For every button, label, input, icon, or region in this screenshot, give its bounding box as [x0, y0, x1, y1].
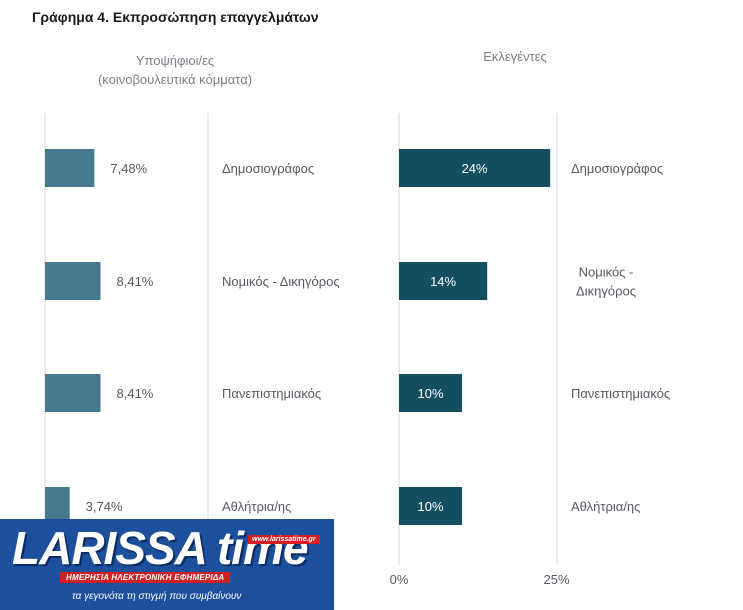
logo-url: www.larissatime.gr — [248, 535, 320, 544]
left-bar — [45, 149, 95, 187]
left-value-label: 7,48% — [110, 161, 147, 176]
logo-strip: ΗΜΕΡΗΣΙΑ ΗΛΕΚΤΡΟΝΙΚΗ ΕΦΗΜΕΡΙΔΑ — [60, 572, 231, 583]
right-value-label: 24% — [462, 161, 488, 176]
left-value-label: 8,41% — [117, 274, 154, 289]
right-category-label: Νομικός -Δικηγόρος — [576, 265, 636, 299]
right-category-label: Αθλήτρια/ης — [571, 499, 640, 514]
chart-title: Γράφημα 4. Εκπροσώπηση επαγγελμάτων — [32, 9, 319, 25]
left-panel-subtitle: Υποψήφιοι/ες (κοινοβουλευτικά κόμματα) — [97, 53, 253, 87]
right-bar — [399, 149, 551, 187]
logo-wordmark: LARISSA time — [12, 522, 309, 574]
left-category-label: Δημοσιογράφος — [222, 161, 314, 176]
right-category-label: Πανεπιστημιακός — [571, 386, 670, 401]
right-bar — [399, 262, 488, 300]
left-bar — [45, 487, 70, 525]
right-tick-label: 25% — [543, 572, 569, 587]
right-panel-subtitle: Εκλεγέντες — [483, 49, 547, 64]
logo-tagline: τα γεγονότα τη στιγμή που συμβαίνουν — [72, 591, 242, 602]
right-value-label: 10% — [417, 386, 443, 401]
larissatime-logo: LARISSA time www.larissatime.gr ΗΜΕΡΗΣΙΑ… — [0, 519, 334, 610]
left-value-label: 8,41% — [117, 386, 154, 401]
right-value-label: 10% — [417, 499, 443, 514]
right-bar — [399, 374, 462, 412]
left-category-label: Πανεπιστημιακός — [222, 386, 321, 401]
right-value-label: 14% — [430, 274, 456, 289]
left-category-label: Αθλήτρια/ης — [222, 499, 291, 514]
left-bar — [45, 262, 101, 300]
left-bar — [45, 374, 101, 412]
right-category-label: Δημοσιογράφος — [571, 161, 663, 176]
left-category-label: Νομικός - Δικηγόρος — [222, 274, 340, 289]
left-value-label: 3,74% — [86, 499, 123, 514]
right-bar — [399, 487, 462, 525]
right-tick-label: 0% — [390, 572, 409, 587]
